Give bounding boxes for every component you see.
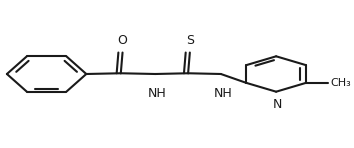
Text: NH: NH — [213, 87, 232, 100]
Text: N: N — [273, 98, 282, 111]
Text: NH: NH — [148, 87, 166, 100]
Text: CH₃: CH₃ — [330, 78, 351, 88]
Text: S: S — [186, 34, 194, 47]
Text: O: O — [118, 34, 127, 47]
